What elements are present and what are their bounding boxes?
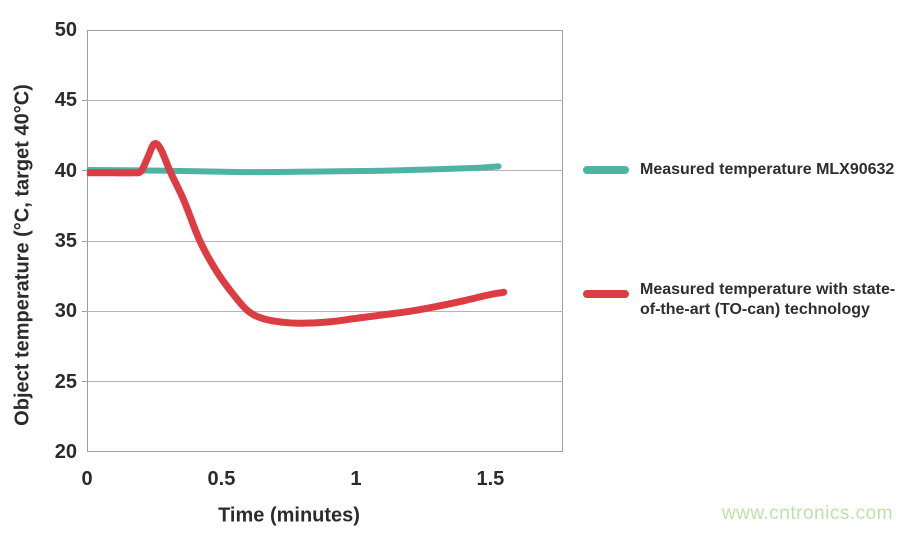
legend-label-tocan: Measured temperature with state- of-the-…	[640, 280, 895, 320]
legend-label-mlx90632: Measured temperature MLX90632	[640, 161, 895, 178]
y-tick-mark	[82, 99, 87, 101]
watermark: www.cntronics.com	[721, 503, 893, 524]
y-tick-mark	[82, 170, 87, 172]
x-tick-label: 1	[350, 468, 362, 490]
legend-label-tocan-line2: of-the-art (TO-can) technology	[640, 301, 870, 318]
x-tick-label: 0.5	[207, 468, 236, 490]
legend-item-mlx90632: Measured temperature MLX90632	[583, 160, 894, 180]
x-tick-label: 0	[81, 468, 93, 490]
y-tick-label: 25	[54, 370, 77, 393]
legend-label-tocan-line1: Measured temperature with state-	[640, 281, 896, 298]
series-line-0	[87, 163, 502, 176]
gridline-30	[87, 310, 563, 312]
y-tick-mark	[82, 240, 87, 242]
x-axis-title: Time (minutes)	[218, 504, 360, 527]
y-tick-label: 35	[54, 230, 77, 252]
y-tick-mark	[82, 310, 87, 312]
gridline-45	[87, 99, 563, 101]
y-tick-label: 45	[54, 89, 77, 112]
y-tick-label: 20	[54, 441, 77, 463]
y-tick-label: 50	[54, 19, 77, 41]
y-tick-label: 30	[54, 300, 77, 323]
series-line-1	[87, 140, 508, 327]
legend-swatch-red	[583, 290, 629, 298]
gridline-25	[87, 381, 563, 383]
gridline-35	[87, 240, 563, 242]
legend-item-tocan: Measured temperature with state- of-the-…	[583, 280, 895, 320]
legend-swatch-teal	[583, 166, 629, 174]
y-tick-label: 40	[54, 159, 77, 182]
y-tick-mark	[82, 381, 87, 383]
x-tick-label: 1.5	[476, 468, 505, 490]
